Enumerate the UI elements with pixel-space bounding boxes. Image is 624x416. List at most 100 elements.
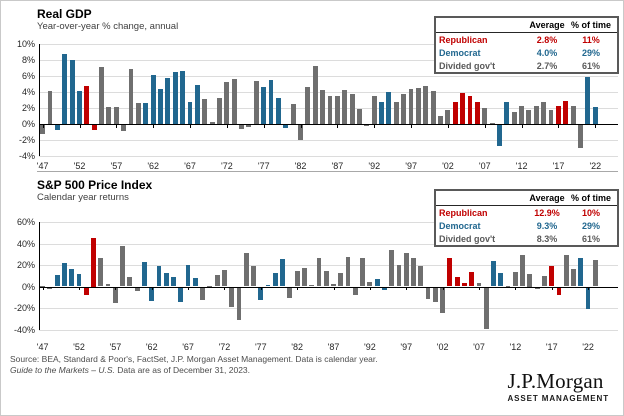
x-axis-label: '77 <box>254 342 267 352</box>
bar-1992 <box>367 281 373 287</box>
y-axis-label: 6% <box>21 71 35 81</box>
bar-1972 <box>221 269 227 287</box>
bar-1985 <box>316 258 322 287</box>
bar-1969 <box>200 287 205 301</box>
x-tick-mark <box>260 286 262 290</box>
header-average: Average <box>529 20 565 30</box>
x-axis-label: '47 <box>36 342 49 352</box>
table-row-democrat: Democrat 9.3% 29% <box>436 219 617 232</box>
sp500-legend-table: Average % of time Republican 12.9% 10% D… <box>434 189 619 247</box>
bar-2003 <box>452 101 458 124</box>
bar-1976 <box>253 80 259 124</box>
bar-1987 <box>334 96 340 124</box>
bar-1984 <box>312 66 318 124</box>
row-average: 4.0% <box>536 47 558 58</box>
gridline <box>39 92 618 93</box>
bar-1956 <box>105 283 111 287</box>
y-axis-label: 2% <box>21 103 35 113</box>
bar-2001 <box>438 116 443 124</box>
bar-2003 <box>447 258 453 287</box>
bar-1947 <box>40 125 46 135</box>
bar-1950 <box>62 54 68 124</box>
x-axis-label: '77 <box>257 161 270 171</box>
bar-2002 <box>445 110 451 124</box>
y-axis-label: 40% <box>16 238 35 249</box>
bar-1957 <box>113 107 119 124</box>
bar-1977 <box>261 87 267 124</box>
x-tick-mark <box>333 286 335 290</box>
y-axis-label: -40% <box>13 324 35 335</box>
bar-1973 <box>229 287 235 307</box>
x-axis-label: '82 <box>294 161 307 171</box>
bar-1980 <box>280 258 285 287</box>
x-tick-mark <box>226 124 228 128</box>
row-label: Republican <box>439 207 488 218</box>
y-axis-line <box>39 222 41 330</box>
x-tick-mark <box>479 286 480 290</box>
bar-1979 <box>272 273 278 287</box>
row-average: 12.9% <box>534 207 560 218</box>
bar-1959 <box>128 68 134 124</box>
row-label: Republican <box>439 34 488 45</box>
header-pct-time: % of time <box>571 193 612 203</box>
bar-1982 <box>298 125 303 140</box>
row-label: Democrat <box>439 47 481 58</box>
bar-1977 <box>258 287 264 301</box>
x-axis-label: '12 <box>515 161 528 171</box>
bar-1957 <box>112 287 118 304</box>
table-row-democrat: Democrat 4.0% 29% <box>436 46 617 59</box>
bar-1983 <box>301 267 307 287</box>
bar-1961 <box>141 261 147 287</box>
bar-1948 <box>47 287 53 289</box>
x-tick-mark <box>411 124 413 128</box>
bar-1951 <box>69 60 75 124</box>
bar-1976 <box>251 265 256 287</box>
bar-2010 <box>504 102 510 124</box>
bar-2001 <box>432 287 438 302</box>
bar-1995 <box>393 102 399 124</box>
bar-2014 <box>533 105 539 124</box>
x-tick-mark <box>442 286 444 290</box>
bar-1960 <box>135 103 141 124</box>
jpmorgan-wordmark: J.P.Morgan <box>507 369 604 393</box>
bar-2020 <box>571 268 576 287</box>
bar-2021 <box>585 76 591 124</box>
x-tick-mark <box>551 286 553 290</box>
bar-1970 <box>207 285 213 287</box>
gdp-chart: 10% 8% 6% 4% 2% 0% -2% -4% '47 '52 '57 '62 '67 '72 '77… <box>5 39 619 179</box>
bar-1993 <box>379 101 384 124</box>
bar-1966 <box>178 287 184 302</box>
x-tick-mark <box>595 124 597 128</box>
bar-2002 <box>440 287 445 314</box>
row-average: 2.8% <box>536 34 558 45</box>
x-tick-mark <box>558 124 560 128</box>
bar-1952 <box>77 91 82 124</box>
bar-1948 <box>47 91 53 124</box>
bar-1947 <box>40 285 45 287</box>
bar-1993 <box>374 278 380 287</box>
x-tick-mark <box>297 286 299 290</box>
bar-2017 <box>555 106 561 124</box>
bar-1974 <box>236 287 242 320</box>
bar-1998 <box>415 88 421 124</box>
x-axis-label: '52 <box>73 342 85 352</box>
bar-1962 <box>150 75 156 124</box>
bar-1956 <box>106 107 112 124</box>
x-axis-label: '02 <box>436 342 449 352</box>
bar-1994 <box>381 287 387 290</box>
row-pct-time: 61% <box>581 233 600 244</box>
bar-1971 <box>214 274 220 287</box>
x-tick-mark <box>515 286 517 290</box>
gridline <box>39 308 618 309</box>
bar-1960 <box>134 287 140 292</box>
bar-1958 <box>120 245 125 287</box>
table-row-republican: Republican 2.8% 11% <box>436 33 617 46</box>
row-average: 2.7% <box>536 60 558 71</box>
gtm-reference: Guide to the Markets – U.S. <box>10 365 115 375</box>
bar-2016 <box>541 276 547 287</box>
x-tick-mark <box>588 286 590 290</box>
bar-2018 <box>556 287 562 295</box>
bar-1978 <box>265 285 271 287</box>
bar-2010 <box>498 272 504 287</box>
